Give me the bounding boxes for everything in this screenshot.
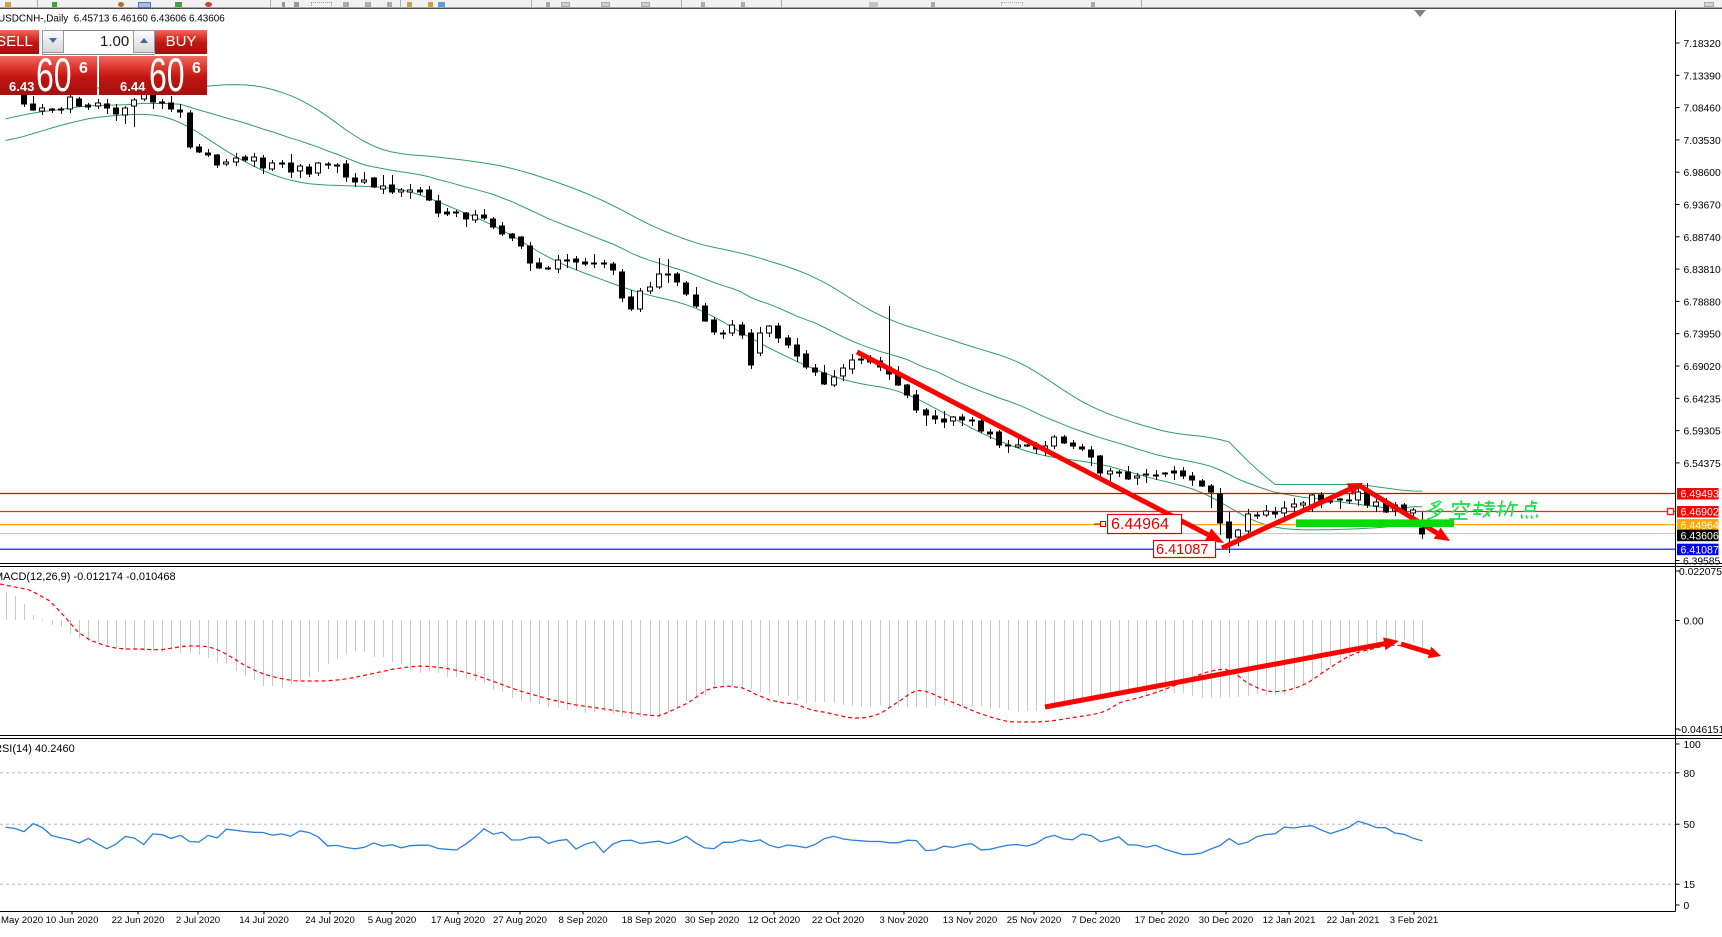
svg-text:6.43606: 6.43606 xyxy=(1681,530,1719,542)
svg-text:25 Nov 2020: 25 Nov 2020 xyxy=(1007,915,1061,926)
svg-text:13 Nov 2020: 13 Nov 2020 xyxy=(943,915,997,926)
svg-text:3 Nov 2020: 3 Nov 2020 xyxy=(879,915,928,926)
svg-text:27 Aug 2020: 27 Aug 2020 xyxy=(493,915,547,926)
svg-text:6.69020: 6.69020 xyxy=(1684,362,1721,373)
svg-text:7 Dec 2020: 7 Dec 2020 xyxy=(1071,915,1120,926)
svg-text:6.44964: 6.44964 xyxy=(1681,520,1719,532)
svg-text:6.59305: 6.59305 xyxy=(1684,427,1721,438)
svg-text:5 Aug 2020: 5 Aug 2020 xyxy=(368,915,417,926)
svg-text:12 Jan 2021: 12 Jan 2021 xyxy=(1263,915,1316,926)
svg-text:17 Dec 2020: 17 Dec 2020 xyxy=(1135,915,1189,926)
svg-text:-0.046151: -0.046151 xyxy=(1678,725,1722,736)
svg-text:6.88740: 6.88740 xyxy=(1684,233,1721,244)
svg-text:3 Feb 2021: 3 Feb 2021 xyxy=(1390,915,1439,926)
svg-text:14 Jul 2020: 14 Jul 2020 xyxy=(239,915,289,926)
svg-text:6.49493: 6.49493 xyxy=(1681,489,1719,501)
svg-text:15: 15 xyxy=(1684,880,1696,891)
svg-text:7.13390: 7.13390 xyxy=(1684,71,1721,82)
svg-text:6.64235: 6.64235 xyxy=(1684,394,1721,405)
svg-text:22 Jun 2020: 22 Jun 2020 xyxy=(112,915,165,926)
svg-text:22 Oct 2020: 22 Oct 2020 xyxy=(812,915,864,926)
svg-text:80: 80 xyxy=(1684,769,1696,780)
svg-text:30 Dec 2020: 30 Dec 2020 xyxy=(1199,915,1253,926)
svg-text:7.08460: 7.08460 xyxy=(1684,104,1721,115)
svg-text:6.46902: 6.46902 xyxy=(1681,507,1719,519)
svg-text:6.93670: 6.93670 xyxy=(1684,201,1721,212)
svg-text:USDCNH-,Daily 6.45713 6.46160: USDCNH-,Daily 6.45713 6.46160 6.43606 6.… xyxy=(0,14,225,25)
svg-text:6.54375: 6.54375 xyxy=(1684,459,1721,470)
svg-text:7.18320: 7.18320 xyxy=(1684,39,1721,50)
svg-text:50: 50 xyxy=(1684,820,1696,831)
svg-text:22 Jan 2021: 22 Jan 2021 xyxy=(1327,915,1380,926)
svg-text:24 Jul 2020: 24 Jul 2020 xyxy=(305,915,355,926)
svg-text:17 Aug 2020: 17 Aug 2020 xyxy=(431,915,485,926)
svg-text:RSI(14) 40.2460: RSI(14) 40.2460 xyxy=(0,743,75,755)
svg-text:0.00: 0.00 xyxy=(1684,617,1704,628)
svg-text:6.83810: 6.83810 xyxy=(1684,265,1721,276)
svg-text:2 Jul 2020: 2 Jul 2020 xyxy=(176,915,220,926)
svg-text:6.39585: 6.39585 xyxy=(1683,557,1720,568)
svg-text:0.022075: 0.022075 xyxy=(1679,567,1722,578)
svg-text:MACD(12,26,9) -0.012174 -0.010: MACD(12,26,9) -0.012174 -0.010468 xyxy=(0,571,176,583)
svg-text:8 Sep 2020: 8 Sep 2020 xyxy=(558,915,607,926)
svg-text:May 2020: May 2020 xyxy=(1,915,43,926)
svg-text:100: 100 xyxy=(1684,740,1701,751)
svg-text:7.03530: 7.03530 xyxy=(1684,136,1721,147)
svg-text:10 Jun 2020: 10 Jun 2020 xyxy=(46,915,99,926)
svg-text:6.44964: 6.44964 xyxy=(1111,516,1169,533)
svg-text:6.98600: 6.98600 xyxy=(1684,168,1721,179)
svg-text:6.78880: 6.78880 xyxy=(1684,297,1721,308)
svg-text:30 Sep 2020: 30 Sep 2020 xyxy=(685,915,739,926)
svg-text:6.41087: 6.41087 xyxy=(1681,544,1719,556)
svg-text:18 Sep 2020: 18 Sep 2020 xyxy=(622,915,676,926)
svg-text:6.41087: 6.41087 xyxy=(1156,542,1208,558)
svg-text:6.73950: 6.73950 xyxy=(1684,330,1721,341)
svg-text:12 Oct 2020: 12 Oct 2020 xyxy=(748,915,800,926)
svg-text:0: 0 xyxy=(1684,901,1690,912)
